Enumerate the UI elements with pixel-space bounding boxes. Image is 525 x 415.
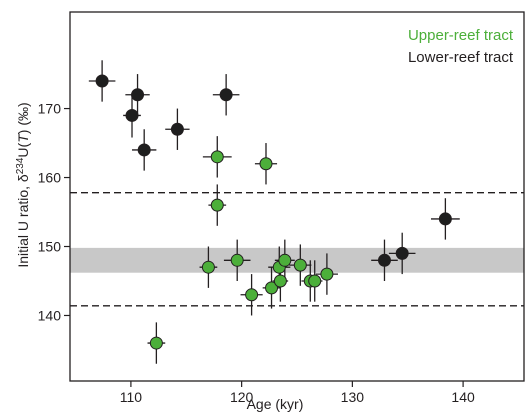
- y-axis-label-t: T: [15, 133, 31, 143]
- x-tick-label: 110: [120, 389, 143, 405]
- lower-reef-point: [95, 74, 109, 88]
- y-axis-label-tail: ) (‰): [15, 102, 31, 134]
- y-tick-label: 160: [38, 170, 62, 186]
- lower-reef-point: [170, 122, 184, 136]
- upper-reef-point: [265, 281, 279, 295]
- upper-reef-point: [259, 157, 273, 171]
- upper-reef-point: [201, 260, 215, 274]
- x-tick-label: 140: [451, 389, 475, 405]
- y-axis-label-sup: 234: [15, 157, 26, 174]
- x-axis-label: Age (kyr): [247, 396, 304, 412]
- lower-reef-point: [377, 253, 391, 267]
- legend-upper-reef-label: Upper-reef tract: [408, 27, 514, 44]
- lower-reef-point: [219, 88, 233, 102]
- lower-reef-point: [137, 143, 151, 157]
- x-tick-label: 130: [341, 389, 365, 405]
- lower-reef-point: [125, 108, 139, 122]
- upper-reef-point: [210, 198, 224, 212]
- upper-reef-point: [278, 253, 292, 267]
- upper-reef-point: [230, 253, 244, 267]
- legend-lower-reef-label: Lower-reef tract: [408, 49, 514, 66]
- y-tick-label: 140: [38, 307, 62, 323]
- y-axis-label: Initial U ratio, δ234U(T) (‰): [15, 102, 31, 267]
- upper-reef-point: [245, 288, 259, 302]
- axis-ticks-layer: 110 120 130 140 140 150 160 170: [38, 101, 475, 405]
- reference-lines-layer: [70, 192, 524, 307]
- error-bars-layer: [88, 60, 460, 364]
- upper-reef-point: [273, 274, 287, 288]
- upper-reef-point: [210, 150, 224, 164]
- legend: Upper-reef tract Lower-reef tract: [408, 27, 514, 66]
- upper-reef-point: [320, 267, 334, 281]
- y-tick-label: 150: [38, 239, 62, 255]
- lower-reef-point: [438, 212, 452, 226]
- plot-frame: [69, 11, 525, 382]
- y-axis-label-u: U(: [15, 142, 31, 157]
- lower-reef-point: [131, 88, 145, 102]
- upper-reef-point: [149, 336, 163, 350]
- lower-reef-point: [395, 246, 409, 260]
- points-layer: [95, 74, 452, 350]
- y-axis-label-main: Initial U ratio, δ: [15, 174, 31, 268]
- upper-reef-point: [293, 258, 307, 272]
- y-tick-label: 170: [38, 101, 62, 117]
- x-tick-label: 120: [230, 389, 254, 405]
- upper-reef-point: [308, 274, 322, 288]
